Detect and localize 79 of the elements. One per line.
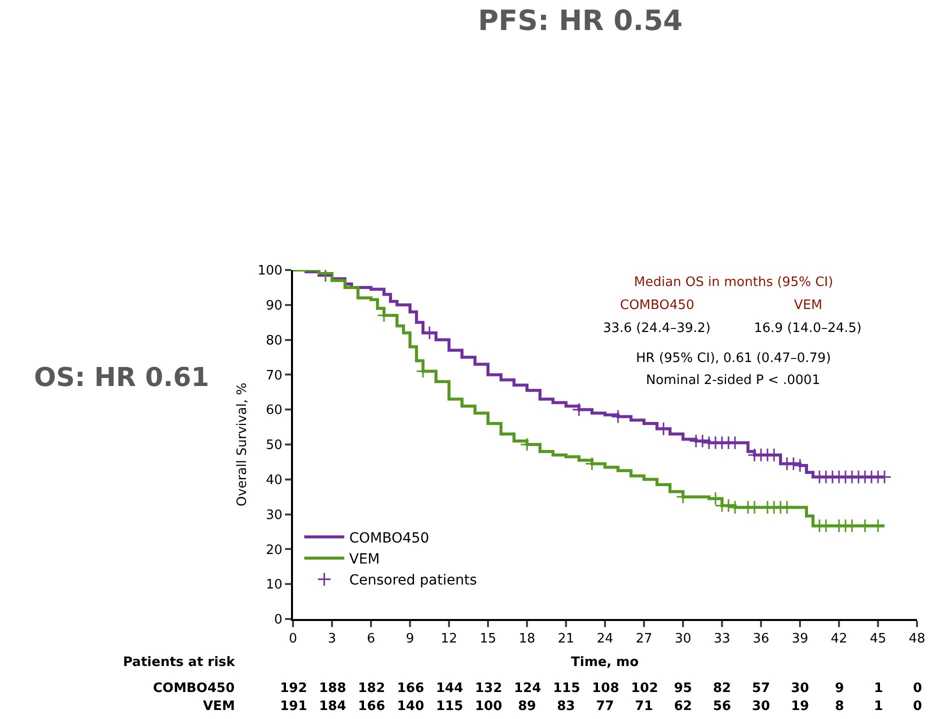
y-tick-label: 40: [266, 472, 282, 488]
x-tick-label: 21: [558, 632, 574, 647]
x-tick-label: 45: [870, 632, 886, 647]
y-tick-label: 100: [258, 264, 282, 279]
text: 57: [752, 681, 770, 696]
annotation: 33.6 (24.4–39.2): [603, 321, 711, 336]
x-tick-label: 12: [440, 632, 458, 647]
x-tick-label: 0: [288, 632, 298, 647]
x-tick-label: 42: [830, 632, 848, 647]
annotation: VEM: [794, 298, 822, 313]
text: 9: [835, 681, 844, 696]
text: 115: [553, 681, 580, 696]
y-tick-label: 50: [266, 438, 282, 454]
legend-label: Censored patients: [349, 572, 477, 589]
y-tick-label: 30: [266, 508, 282, 523]
x-tick-label: 39: [792, 632, 808, 647]
annotation: HR (95% CI), 0.61 (0.47–0.79): [636, 351, 831, 366]
x-tick-label: 3: [328, 632, 336, 647]
x-tick-label: 48: [908, 632, 926, 647]
text: 166: [397, 681, 424, 696]
text: 0: [913, 681, 922, 696]
y-tick-label: 70: [266, 368, 282, 384]
text: OS: HR 0.61: [34, 363, 210, 393]
y-tick-label: 20: [266, 542, 282, 558]
text: 166: [358, 699, 386, 714]
text: 192: [280, 681, 308, 696]
x-tick-label: 30: [674, 632, 692, 647]
text: 19: [791, 699, 810, 714]
text: PFS: HR 0.54: [478, 4, 683, 37]
text: 132: [475, 681, 502, 696]
y-tick-label: 10: [266, 578, 282, 593]
x-tick-label: 36: [752, 632, 770, 647]
text: 77: [596, 699, 614, 714]
y-axis-title: Overall Survival, %: [235, 382, 250, 506]
legend-label: VEM: [349, 552, 380, 568]
text: 83: [557, 699, 576, 714]
text: 102: [631, 681, 658, 696]
text: 0: [913, 699, 922, 714]
x-tick-label: 9: [406, 632, 414, 647]
x-tick-label: 15: [480, 632, 496, 647]
text: 182: [358, 681, 386, 696]
text: 140: [397, 699, 424, 714]
text: 184: [319, 699, 346, 714]
x-tick-label: 24: [596, 632, 614, 647]
x-tick-label: 33: [714, 632, 730, 647]
text: 30: [791, 681, 810, 696]
y-tick-label: 0: [274, 612, 282, 628]
text: 1: [874, 699, 884, 714]
annotation: Nominal 2-sided P < .0001: [646, 373, 820, 388]
x-tick-label: 18: [518, 632, 536, 647]
text: 56: [713, 699, 732, 714]
y-tick-label: 90: [266, 298, 282, 314]
text: 124: [514, 681, 542, 696]
text: 1: [874, 681, 884, 696]
text: 108: [592, 681, 620, 696]
legend-label: COMBO450: [349, 530, 430, 546]
x-tick-label: 27: [636, 632, 652, 647]
text: 144: [436, 681, 464, 696]
text: 62: [674, 699, 692, 714]
annotation: COMBO450: [620, 298, 694, 313]
text: 71: [635, 699, 654, 714]
y-tick-label: 60: [266, 403, 282, 418]
text: 8: [835, 699, 844, 714]
text: 89: [518, 699, 536, 714]
text: 82: [713, 681, 732, 696]
text: 100: [475, 699, 502, 714]
x-axis-title: Time, mo: [571, 655, 639, 670]
text: 30: [752, 699, 770, 714]
annotation: 16.9 (14.0–24.5): [754, 321, 862, 336]
text: 115: [436, 699, 464, 714]
y-tick-label: 80: [266, 333, 282, 348]
text: 191: [280, 699, 308, 714]
text: Patients at risk: [123, 655, 236, 670]
text: 188: [319, 681, 346, 696]
text: VEM: [203, 699, 235, 714]
x-tick-label: 6: [366, 632, 376, 647]
text: 95: [674, 681, 692, 696]
text: COMBO450: [153, 681, 235, 696]
annotation: Median OS in months (95% CI): [634, 275, 834, 290]
